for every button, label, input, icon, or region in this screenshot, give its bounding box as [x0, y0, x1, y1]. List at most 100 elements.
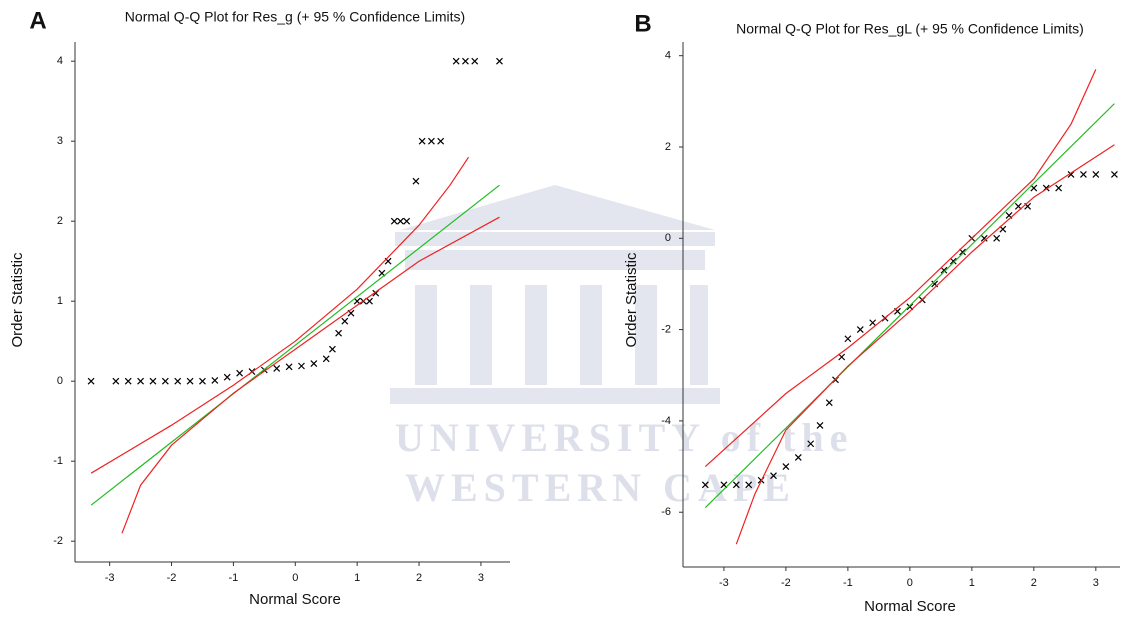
point — [328, 345, 336, 353]
y-tick-label: -2 — [661, 324, 671, 336]
point — [161, 377, 169, 385]
line — [90, 184, 500, 506]
point — [427, 137, 435, 145]
chart-title: Normal Q-Q Plot for Res_gL (+ 95 % Confi… — [736, 21, 1084, 37]
x-tick-label: -3 — [105, 572, 115, 584]
point — [452, 57, 460, 65]
x-tick-label: -3 — [719, 577, 729, 589]
point — [940, 266, 948, 274]
y-tick-label: 4 — [665, 50, 671, 62]
point — [959, 248, 966, 256]
point — [825, 399, 833, 407]
x-tick-label: 2 — [1031, 577, 1037, 589]
point — [310, 360, 318, 368]
point — [211, 376, 219, 384]
point — [1030, 184, 1038, 192]
point — [1055, 184, 1063, 192]
point — [236, 369, 244, 377]
point — [390, 217, 398, 225]
x-tick-label: -2 — [167, 572, 177, 584]
point — [137, 377, 145, 385]
point — [322, 355, 330, 363]
x-axis-label: Normal Score — [249, 591, 341, 608]
point — [794, 454, 802, 461]
y-tick-label: 1 — [57, 295, 63, 307]
x-tick-label: -1 — [843, 577, 853, 589]
point — [186, 377, 194, 385]
point — [471, 57, 479, 65]
x-axis-label: Normal Score — [864, 598, 956, 615]
point — [496, 57, 503, 65]
watermark-building — [390, 185, 720, 404]
y-tick-label: 4 — [57, 55, 63, 67]
point — [124, 377, 132, 385]
x-tick-label: 1 — [354, 572, 360, 584]
point — [838, 353, 846, 361]
point — [770, 472, 777, 480]
point — [298, 362, 305, 370]
point — [273, 364, 281, 372]
point — [149, 377, 157, 385]
line — [90, 156, 470, 474]
line — [704, 69, 1097, 468]
point — [285, 363, 293, 371]
watermark-text: UNIVERSITY of the — [395, 415, 853, 460]
point — [993, 234, 1001, 242]
point — [87, 377, 95, 385]
point — [807, 440, 815, 448]
y-tick-label: 2 — [57, 215, 63, 227]
point — [366, 297, 373, 305]
x-tick-label: -2 — [781, 577, 791, 589]
point — [732, 481, 740, 489]
point — [437, 137, 445, 145]
point — [1092, 170, 1100, 178]
y-tick-label: 2 — [665, 141, 671, 153]
y-tick-label: -1 — [53, 455, 63, 467]
line — [121, 216, 500, 534]
y-tick-label: -6 — [661, 506, 671, 518]
y-tick-label: 0 — [57, 375, 63, 387]
point — [418, 137, 426, 145]
point — [174, 377, 182, 385]
x-tick-label: 0 — [907, 577, 913, 589]
panel-label: B — [634, 10, 651, 37]
x-tick-label: -1 — [229, 572, 239, 584]
y-tick-label: 0 — [665, 232, 671, 244]
line — [704, 103, 1115, 509]
point — [869, 319, 877, 327]
point — [199, 377, 206, 385]
point — [816, 422, 824, 429]
point — [397, 217, 404, 225]
point — [462, 57, 469, 65]
panel-label: A — [29, 7, 46, 34]
x-tick-label: 3 — [478, 572, 484, 584]
point — [412, 177, 420, 185]
point — [701, 481, 709, 489]
point — [949, 257, 957, 265]
y-axis-label: Order Statistic — [623, 252, 640, 348]
x-tick-label: 3 — [1093, 577, 1099, 589]
point — [335, 329, 343, 337]
line — [735, 144, 1115, 545]
x-tick-label: 2 — [416, 572, 422, 584]
point — [745, 481, 753, 489]
point — [1080, 170, 1087, 178]
point — [1110, 170, 1118, 178]
point — [856, 326, 864, 334]
y-tick-label: -2 — [53, 535, 63, 547]
point — [223, 373, 231, 381]
point — [341, 317, 349, 325]
y-tick-label: -4 — [661, 415, 671, 427]
x-tick-label: 0 — [292, 572, 298, 584]
point — [844, 335, 852, 343]
point — [782, 463, 790, 470]
point — [112, 377, 120, 385]
point — [980, 234, 988, 242]
watermark-text: WESTERN CAPE — [405, 465, 796, 510]
point — [403, 217, 411, 225]
x-tick-label: 1 — [969, 577, 975, 589]
chart-title: Normal Q-Q Plot for Res_g (+ 95 % Confid… — [125, 9, 465, 25]
y-tick-label: 3 — [57, 135, 63, 147]
